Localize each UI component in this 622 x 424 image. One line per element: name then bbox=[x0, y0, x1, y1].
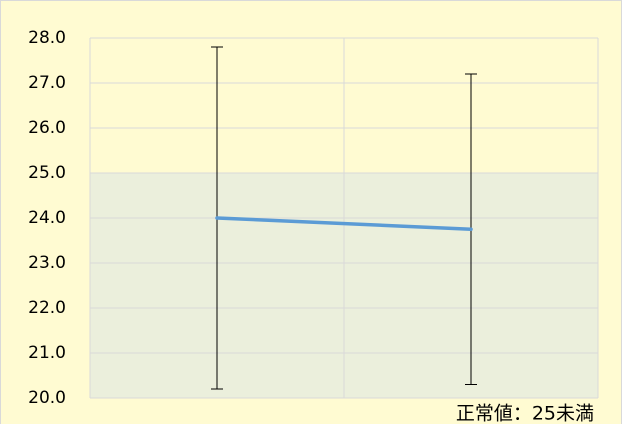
y-tick-label: 25.0 bbox=[28, 163, 66, 183]
y-tick-label: 23.0 bbox=[28, 253, 66, 273]
annotation: 正常値：25未満 bbox=[456, 403, 594, 424]
y-tick-label: 26.0 bbox=[28, 118, 66, 138]
y-tick-label: 22.0 bbox=[28, 298, 66, 318]
y-tick-label: 27.0 bbox=[28, 73, 66, 93]
y-tick-label: 24.0 bbox=[28, 208, 66, 228]
y-tick-label: 20.0 bbox=[28, 388, 66, 408]
y-tick-label: 28.0 bbox=[28, 28, 66, 48]
data-line bbox=[215, 216, 473, 231]
y-tick-label: 21.0 bbox=[28, 343, 66, 363]
